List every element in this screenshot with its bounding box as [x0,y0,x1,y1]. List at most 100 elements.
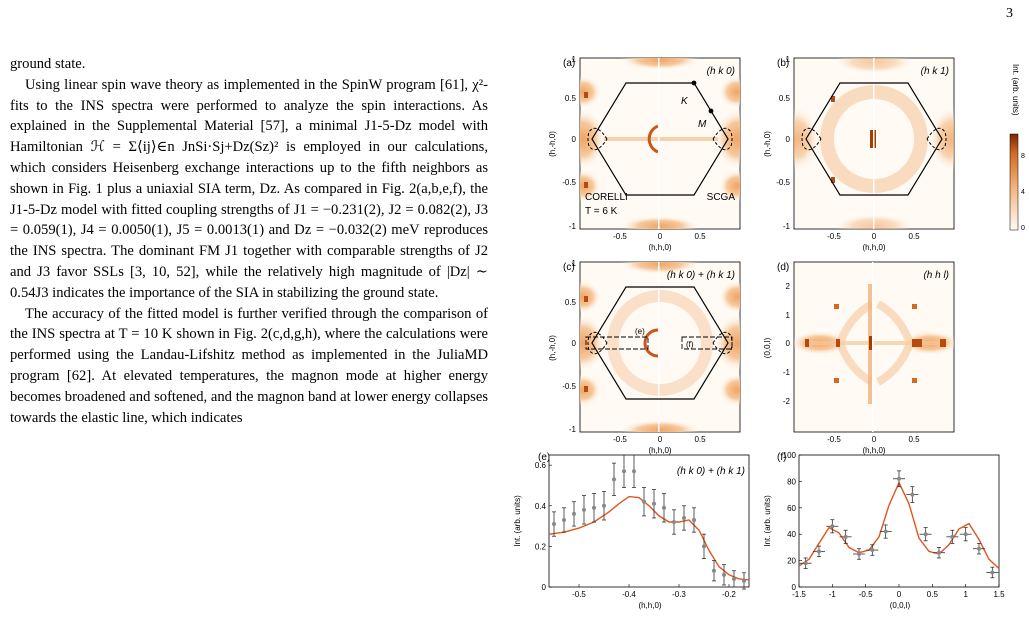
panel-c: (c) (h k 0) + (h k 1) (e) (f) 1 0.5 0 -0… [548,259,741,455]
colorbar-label: Int. (arb. units) [1011,64,1020,116]
point-m-label: M [698,119,707,130]
panel-e-ytick: 0.2 [535,542,547,551]
panel-e-data-point [632,454,636,488]
panel-f-data-point [879,524,892,539]
panel-e-data-point [732,570,736,588]
panel-f-ytick: 100 [783,451,797,460]
svg-text:0: 0 [872,435,877,444]
colorbar-ticks: 8 4 0 [1021,153,1025,232]
panel-b-tag: (h k 1) [921,66,949,77]
svg-text:1: 1 [572,55,577,64]
panel-f-xtick: -1.5 [792,590,806,599]
panel-c-tag: (h k 0) + (h k 1) [667,270,735,281]
panel-a-label: (a) [563,58,575,69]
panel-f-data-point [986,566,999,579]
panel-f-data-point [946,529,959,544]
point-k-label: K [681,96,689,107]
panel-e-data-point [702,533,706,559]
panel-f-ticks: -1.5 -1 -0.5 0 0.5 1 1.5 0 20 40 60 80 100 [783,451,1005,599]
svg-text:-1: -1 [783,368,791,377]
panel-e-ytick: 0.6 [535,461,547,470]
panel-e-chart: (e) (h k 0) + (h k 1) -0.5 -0.4 -0.3 -0.2 0 0… [513,452,750,610]
svg-text:-0.5: -0.5 [562,178,576,187]
cut-box-f [681,336,733,350]
panel-f-xtick: -1 [829,590,837,599]
svg-text:-0.5: -0.5 [827,435,841,444]
panel-e-data-point [682,505,686,531]
svg-text:0: 0 [1021,225,1025,232]
panel-c-yticks: 1 0.5 0 -0.5 -1 [562,259,576,434]
panel-a: (a) (h k 0) K M CORELLI T = 6 K SCGA 1 0… [548,55,741,252]
cut-box-e [585,336,649,350]
panel-d-xticks: -0.5 0 0.5 [827,435,920,444]
svg-text:0.5: 0.5 [779,94,791,103]
panel-f-data-point [973,543,985,555]
panel-d: (d) (h h l) 2 1 0 -1 -2 -0.5 0 0.5 (h,h,… [763,261,955,455]
panel-b-ylabel: (h,-h,0) [763,131,772,157]
temperature-label: T = 6 K [585,206,618,217]
panel-f-xtick: 1.5 [993,590,1005,599]
panel-a-xlabel: (h,h,0) [648,243,671,252]
panel-f-xtick: 0.5 [927,590,939,599]
panel-e-data-point [662,493,666,523]
panel-e-data-point [582,495,586,525]
figure-2: (a) (h k 0) K M CORELLI T = 6 K SCGA 1 0… [513,55,1025,610]
panel-c-xlabel: (h,h,0) [648,446,671,455]
panel-e-data-point [572,501,576,527]
panel-e-data-point [742,572,746,590]
panel-f-data-point [813,545,825,558]
panel-e-title: (h k 0) + (h k 1) [677,466,745,477]
panel-e-ytick: 0 [542,583,547,592]
panel-a-xticks: -0.5 0 0.5 [613,232,706,241]
panel-b-label: (b) [777,58,789,69]
panel-f-ytick: 20 [787,557,796,566]
panel-f-ytick: 40 [787,530,796,539]
panel-c-ylabel: (h,-h,0) [548,335,557,361]
panel-e-data-point [602,491,606,521]
svg-text:0.5: 0.5 [565,94,577,103]
panel-e-data-point [712,560,716,582]
panel-b: (b) (h k 1) 1 0.5 0 -0.5 -1 -0.5 0 0.5 (… [763,55,1025,252]
svg-text:0: 0 [786,135,791,144]
panel-b-yticks: 1 0.5 0 -0.5 -1 [776,55,790,231]
panel-e-plot-area [548,454,750,590]
panel-e-xtick: -0.5 [572,590,586,599]
panel-f-data-point [799,557,812,569]
svg-text:0: 0 [872,232,877,241]
panel-f-data-point [906,486,919,503]
body-text-column: ground state. Using linear spin wave the… [10,54,488,428]
panel-e-xtick: -0.2 [722,590,736,599]
svg-text:0: 0 [658,232,663,241]
panel-a-tag: (h k 0) [707,66,735,77]
panel-f-ytick: 60 [787,504,796,513]
panel-f-data-point [919,527,932,542]
panel-f-xlabel: (0,0,l) [890,601,911,610]
panel-e-data-point [652,489,656,519]
panel-a-ylabel: (h,-h,0) [548,131,557,157]
panel-f-chart: (f) -1.5 -1 -0.5 0 0.5 1 1.5 0 20 40 60 80 100 (0,0,… [763,451,1005,610]
svg-text:0: 0 [786,339,791,348]
panel-f-data-point [959,527,972,542]
svg-text:0: 0 [572,339,577,348]
panel-b-xlabel: (h,h,0) [862,243,885,252]
panel-c-label: (c) [563,262,575,273]
panel-f-data-point [826,519,839,534]
panel-f-plot-area [798,470,1000,579]
svg-text:0.5: 0.5 [694,232,706,241]
svg-text:1: 1 [786,311,791,320]
svg-text:-0.5: -0.5 [613,232,627,241]
panel-f-data-point [839,529,852,544]
panel-f-ytick: 0 [792,583,797,592]
panel-f-label: (f) [777,452,786,463]
panel-f-xtick: 1 [963,590,968,599]
panel-f-data-point [893,470,905,488]
panel-f-xtick: 0 [897,590,902,599]
panel-e-label: (e) [538,452,550,463]
svg-text:-0.5: -0.5 [562,382,576,391]
panel-e-data-point [672,509,676,535]
panel-a-yticks: 1 0.5 0 -0.5 -1 [562,55,576,231]
svg-text:0.5: 0.5 [908,232,920,241]
panel-f-data-point [933,546,945,559]
svg-text:-1: -1 [783,222,791,231]
corelli-label: CORELLI [585,192,628,203]
